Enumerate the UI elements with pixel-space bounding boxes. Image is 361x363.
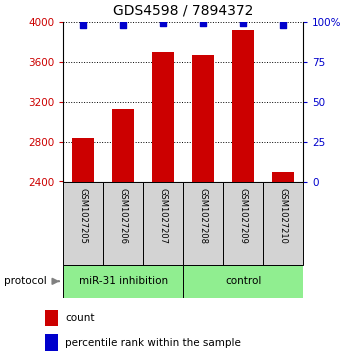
Point [160, 20, 166, 26]
Text: GSM1027206: GSM1027206 [119, 188, 128, 244]
Point [240, 20, 246, 26]
Point [120, 22, 126, 28]
Text: control: control [225, 276, 261, 286]
Bar [223, 182, 263, 265]
Text: GSM1027210: GSM1027210 [279, 188, 288, 244]
Text: count: count [65, 313, 95, 323]
Text: protocol: protocol [4, 276, 46, 286]
Bar [272, 172, 294, 182]
Point [200, 20, 206, 26]
Point [280, 22, 286, 28]
Text: percentile rank within the sample: percentile rank within the sample [65, 338, 241, 347]
Bar [103, 182, 143, 265]
Bar [263, 182, 303, 265]
Bar [192, 55, 214, 182]
Bar [183, 265, 303, 298]
Text: GSM1027207: GSM1027207 [159, 188, 168, 244]
Bar [152, 52, 174, 182]
Bar [143, 182, 183, 265]
Text: GSM1027205: GSM1027205 [79, 188, 88, 244]
Text: GSM1027208: GSM1027208 [199, 188, 208, 244]
Bar [63, 182, 103, 265]
Bar [72, 138, 94, 182]
Text: miR-31 inhibition: miR-31 inhibition [79, 276, 168, 286]
Title: GDS4598 / 7894372: GDS4598 / 7894372 [113, 4, 253, 18]
Text: GSM1027209: GSM1027209 [239, 188, 248, 244]
Bar [45, 334, 57, 351]
Point [80, 22, 86, 28]
Bar [183, 182, 223, 265]
Bar [63, 265, 183, 298]
Bar [45, 310, 57, 326]
Bar [232, 30, 254, 181]
Bar [112, 109, 134, 182]
